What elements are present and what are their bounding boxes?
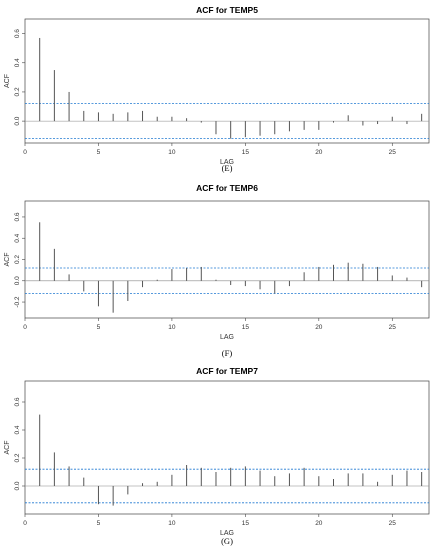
plot-frame [24,380,430,515]
x-axis-label: LAG [220,159,234,166]
x-tick-label: 10 [168,520,176,527]
panel-caption: (G) [221,536,233,546]
x-axis-label: LAG [220,530,234,537]
x-tick-label: 20 [315,149,323,156]
x-tick-label: 15 [242,149,250,156]
x-axis-label: LAG [220,334,234,341]
chart-title: ACF for TEMP5 [196,5,258,15]
x-tick-label: 25 [389,324,397,331]
x-tick-label: 5 [97,324,101,331]
y-tick-label: 0.0 [14,276,21,285]
x-tick-label: 20 [315,324,323,331]
y-tick-label: 0.4 [14,58,21,67]
x-tick-label: 15 [242,520,250,527]
y-axis-label: ACF [4,253,11,267]
y-tick-label: -0.2 [14,296,21,308]
acf-panel-3: ACF for TEMP7 0 5 10 15 20 25 0.0 0.2 0.4 0.6 LAG AC… [4,366,430,546]
chart-title: ACF for TEMP6 [196,183,258,193]
chart-title: ACF for TEMP7 [196,366,258,376]
y-tick-label: 0.6 [14,29,21,38]
x-tick-label: 15 [242,324,250,331]
x-tick-label: 0 [23,520,27,527]
y-tick-label: 0.4 [14,233,21,242]
y-tick-label: 0.4 [14,425,21,434]
x-tick-label: 25 [389,520,397,527]
x-tick-label: 0 [23,324,27,331]
y-axis-label: ACF [4,74,11,88]
y-axis-label: ACF [4,441,11,455]
y-tick-label: 0.6 [14,397,21,406]
y-tick-label: 0.2 [14,87,21,96]
plot-frame [24,200,430,319]
acf-panel-1: ACF for TEMP5 0 5 10 15 20 25 0.0 0.2 0.4 0.6 LAG AC… [4,5,430,173]
panel-caption: (E) [222,163,233,173]
y-tick-label: 0.2 [14,453,21,462]
x-tick-label: 5 [97,149,101,156]
y-tick-label: 0.0 [14,116,21,125]
acf-panel-2: ACF for TEMP6 0 5 10 15 20 25 -0.2 0.0 0.2 0.4 0.6 L… [4,183,430,358]
x-tick-label: 5 [97,520,101,527]
plot-frame [24,18,430,144]
x-tick-label: 10 [168,149,176,156]
x-tick-label: 10 [168,324,176,331]
y-tick-label: 0.6 [14,212,21,221]
y-tick-label: 0.2 [14,255,21,264]
y-tick-label: 0.0 [14,481,21,490]
x-tick-label: 20 [315,520,323,527]
panel-caption: (F) [222,348,233,358]
x-tick-label: 25 [389,149,397,156]
x-tick-label: 0 [23,149,27,156]
